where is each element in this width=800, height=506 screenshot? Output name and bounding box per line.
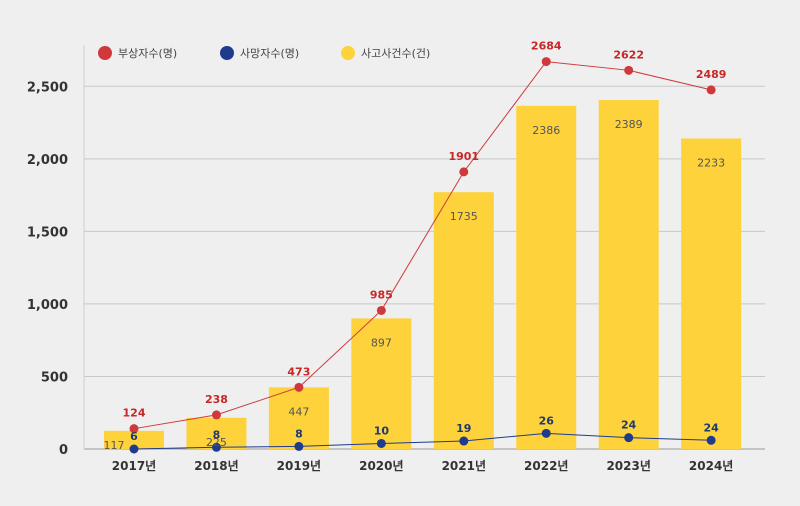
x-tick-label: 2018년 bbox=[194, 459, 238, 473]
legend-label: 사망자수(명) bbox=[240, 47, 299, 60]
injured-point bbox=[624, 65, 634, 75]
bar bbox=[433, 192, 494, 449]
y-axis: 0 500 1,000 1,500 2,000 2,500 bbox=[27, 80, 68, 458]
injured-value-label: 2684 bbox=[531, 40, 562, 53]
deaths-value-label: 10 bbox=[374, 424, 390, 437]
deaths-value-label: 8 bbox=[213, 428, 221, 441]
deaths-point bbox=[376, 438, 386, 448]
injured-value-label: 2489 bbox=[696, 68, 727, 81]
bar bbox=[598, 100, 659, 449]
legend-marker bbox=[341, 46, 355, 60]
x-tick-label: 2017년 bbox=[112, 459, 156, 473]
x-tick-label: 2019년 bbox=[277, 459, 321, 473]
bar-value-label: 2233 bbox=[697, 157, 725, 170]
y-tick-label: 2,000 bbox=[27, 153, 68, 168]
bar-value-label: 447 bbox=[288, 405, 309, 418]
y-tick-label: 0 bbox=[59, 443, 68, 458]
grid-lines bbox=[83, 45, 765, 450]
injured-point bbox=[459, 167, 469, 177]
y-tick-label: 2,500 bbox=[27, 80, 68, 95]
deaths-value-label: 24 bbox=[703, 421, 719, 434]
injured-point bbox=[376, 305, 386, 315]
injured-line bbox=[133, 61, 712, 430]
injured-value-label: 2622 bbox=[613, 48, 644, 61]
deaths-value-label: 26 bbox=[539, 414, 555, 427]
x-tick-label: 2022년 bbox=[524, 459, 568, 473]
bar bbox=[268, 387, 329, 449]
y-tick-label: 1,000 bbox=[27, 298, 68, 313]
deaths-line bbox=[133, 432, 712, 450]
injured-value-label: 1901 bbox=[448, 150, 479, 163]
bar bbox=[351, 318, 412, 449]
bar bbox=[104, 430, 164, 449]
x-axis: 2017년 2018년 2019년 2020년 2021년 2022년 2023년 2024년 bbox=[112, 459, 734, 473]
deaths-value-label: 19 bbox=[456, 422, 471, 435]
injured-point bbox=[211, 410, 221, 420]
line-series bbox=[129, 57, 716, 454]
legend-label: 사고사건수(건) bbox=[361, 47, 430, 60]
injured-point bbox=[294, 382, 304, 392]
deaths-point bbox=[706, 435, 716, 445]
bar bbox=[681, 138, 742, 450]
deaths-point bbox=[129, 444, 139, 454]
y-tick-label: 1,500 bbox=[27, 225, 68, 240]
injured-value-label: 238 bbox=[205, 393, 228, 406]
legend-label: 부상자수(명) bbox=[118, 47, 177, 60]
injured-value-label: 124 bbox=[123, 407, 146, 420]
deaths-value-label: 6 bbox=[130, 430, 138, 443]
bar-value-label: 2389 bbox=[615, 118, 643, 131]
bar-value-label: 897 bbox=[371, 336, 392, 349]
bar-series bbox=[104, 100, 742, 450]
bar-value-label: 1735 bbox=[450, 210, 478, 223]
bar-value-label: 2386 bbox=[532, 124, 560, 137]
data-labels: 117 225 447 897 1735 2386 2389 2233 124 238 473 985… bbox=[104, 40, 727, 452]
injured-point bbox=[129, 424, 139, 434]
bar-value-label: 225 bbox=[206, 436, 227, 449]
injured-point bbox=[541, 57, 551, 67]
deaths-point bbox=[294, 441, 304, 451]
legend-marker bbox=[98, 46, 112, 60]
legend-marker bbox=[220, 46, 234, 60]
deaths-point bbox=[541, 428, 551, 438]
bar-value-label: 117 bbox=[104, 439, 125, 452]
deaths-value-label: 8 bbox=[295, 427, 303, 440]
y-tick-label: 500 bbox=[41, 370, 68, 385]
deaths-point bbox=[211, 442, 221, 452]
injured-value-label: 473 bbox=[287, 365, 310, 378]
x-tick-label: 2023년 bbox=[606, 459, 650, 473]
x-tick-label: 2020년 bbox=[359, 459, 403, 473]
deaths-point bbox=[624, 433, 634, 443]
injured-point bbox=[706, 85, 716, 95]
injured-value-label: 985 bbox=[370, 288, 393, 301]
deaths-point bbox=[459, 436, 469, 446]
legend: 부상자수(명) 사망자수(명) 사고사건수(건) bbox=[98, 46, 430, 60]
bar bbox=[516, 105, 577, 450]
x-tick-label: 2024년 bbox=[689, 459, 733, 473]
deaths-value-label: 24 bbox=[621, 419, 637, 432]
x-tick-label: 2021년 bbox=[442, 459, 486, 473]
